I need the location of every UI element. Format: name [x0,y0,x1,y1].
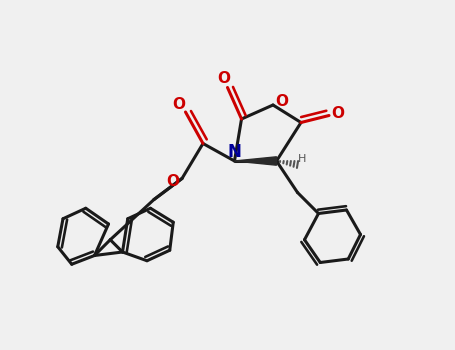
Polygon shape [234,157,277,165]
Text: O: O [217,71,231,86]
Text: H: H [298,154,306,164]
Text: O: O [275,94,288,109]
Text: O: O [167,175,180,189]
Text: O: O [331,106,344,121]
Text: N: N [228,143,242,161]
Text: O: O [172,98,185,112]
